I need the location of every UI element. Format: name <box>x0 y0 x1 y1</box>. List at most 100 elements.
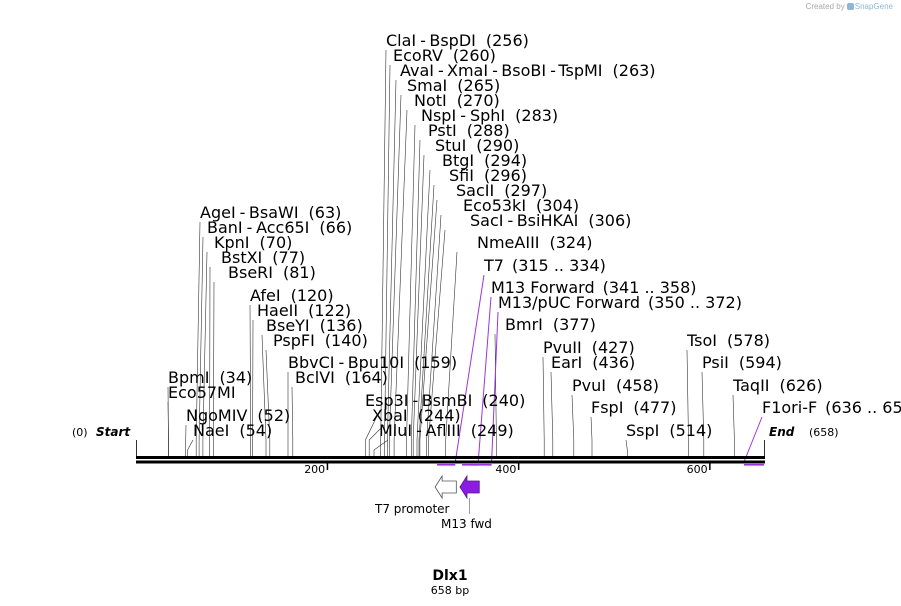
enzyme-label-psti: PstI (288) <box>428 121 510 140</box>
enzyme-site-bclvi: BclVI (164) <box>295 368 388 387</box>
enzyme-label-fspi: FspI (477) <box>591 398 676 417</box>
primer-m13-forward: M13 Forward (341 .. 358) <box>491 278 697 297</box>
enzyme-cut-position: (296) <box>484 166 527 185</box>
start-marker <box>136 440 137 456</box>
enzyme-label-smai: SmaI (265) <box>407 76 500 95</box>
enzyme-site-eari: EarI (436) <box>551 353 635 372</box>
enzyme-site-sspi: SspI (514) <box>626 421 712 440</box>
primer-range: (315 .. 334) <box>512 256 606 275</box>
enzyme-name: PvuII <box>543 338 582 357</box>
enzyme-leader-line <box>202 251 208 456</box>
enzyme-cut-position: (436) <box>592 353 635 372</box>
enzyme-leader-line <box>419 199 438 456</box>
enzyme-cut-position: (63) <box>309 203 342 222</box>
credit-brand: SnapGene <box>854 2 893 11</box>
enzyme-cut-position: (249) <box>471 421 514 440</box>
enzyme-separator: - <box>460 106 466 125</box>
enzyme-cut-position: (427) <box>592 338 635 357</box>
enzyme-name: BclVI <box>295 368 335 387</box>
enzyme-label-haeii: HaeII (122) <box>257 301 351 320</box>
ruler-tick-mark <box>517 463 520 470</box>
enzyme-label-afei: AfeI (120) <box>250 286 334 305</box>
enzyme-label-clai: ClaI - BspDI (256) <box>386 31 529 50</box>
enzyme-cut-position: (140) <box>325 331 368 350</box>
enzyme-site-stui: StuI (290) <box>435 136 519 155</box>
enzyme-name: XbaI <box>372 406 408 425</box>
enzyme-leader-line <box>428 229 446 456</box>
enzyme-label-ecorv: EcoRV (260) <box>393 46 496 65</box>
primer-name: M13 Forward <box>491 278 595 297</box>
snapgene-credit: Created by SnapGene <box>806 2 893 11</box>
feature-m13-fwd <box>459 474 480 514</box>
enzyme-name: BspDI <box>429 31 476 50</box>
backbone-top-strand <box>136 456 765 459</box>
enzyme-name: SspI <box>626 421 659 440</box>
enzyme-site-psti: PstI (288) <box>428 121 510 140</box>
enzyme-leader-line <box>625 439 628 456</box>
enzyme-leader-line <box>406 124 416 456</box>
enzyme-site-taqii: TaqII (626) <box>732 376 823 395</box>
enzyme-separator: - <box>416 421 421 440</box>
enzyme-name: BseYI <box>266 316 310 335</box>
ruler-tick-label: 600 <box>687 463 708 476</box>
enzyme-label-bpmi: BpmI (34) <box>168 368 252 387</box>
enzyme-cut-position: (260) <box>453 46 496 65</box>
enzyme-leader-line <box>571 394 575 456</box>
enzyme-name: BseRI <box>228 263 273 282</box>
enzyme-site-bmri: BmrI (377) <box>505 315 596 334</box>
primer-bar-m13-puc-forward <box>470 464 492 466</box>
enzyme-leader-line <box>686 349 689 456</box>
primer-range: (341 .. 358) <box>603 278 697 297</box>
enzyme-label-naei: NaeI (54) <box>193 421 272 440</box>
enzyme-cut-position: (324) <box>550 233 593 252</box>
enzyme-label-xbai: XbaI (244) <box>372 406 461 425</box>
enzyme-label-pvuii: PvuII (427) <box>543 338 635 357</box>
enzyme-label-sspi: SspI (514) <box>626 421 712 440</box>
enzyme-label-agei: AgeI - BsaWI (63) <box>200 203 341 222</box>
enzyme-label-bbvci: BbvCI - Bpu10I (159) <box>288 353 457 372</box>
enzyme-cut-position: (477) <box>633 398 676 417</box>
enzyme-cut-position: (159) <box>414 353 457 372</box>
enzyme-name: Acc65I <box>256 218 309 237</box>
primer-leader-line <box>454 274 485 463</box>
enzyme-label-nspi: NspI - SphI (283) <box>421 106 558 125</box>
enzyme-label-bseyi: BseYI (136) <box>266 316 363 335</box>
primer-range: (350 .. 372) <box>648 293 742 312</box>
enzyme-site-btgi: BtgI (294) <box>442 151 527 170</box>
enzyme-name: HaeII <box>257 301 298 320</box>
enzyme-name: BsmBI <box>422 391 473 410</box>
enzyme-site-nspi: NspI - SphI (283) <box>421 106 558 125</box>
enzyme-name: MluI <box>379 421 412 440</box>
enzyme-label-sacii: SacII (297) <box>456 181 547 200</box>
enzyme-leader-line <box>410 139 421 456</box>
enzyme-cut-position: (514) <box>669 421 712 440</box>
primer-label: T7 (315 .. 334) <box>483 256 606 275</box>
enzyme-label-kpni: KpnI (70) <box>214 233 292 252</box>
primer-bar-f1ori-f <box>744 464 765 466</box>
enzyme-leader-line <box>388 94 402 456</box>
enzyme-site-avai: AvaI - XmaI - BsoBI - TspMI (263) <box>400 61 656 80</box>
enzyme-name: SacII <box>456 181 494 200</box>
enzyme-name: TspMI <box>557 61 602 80</box>
enzyme-name: EcoRV <box>393 46 443 65</box>
enzyme-site-haeii: HaeII (122) <box>257 301 351 320</box>
enzyme-cut-position: (164) <box>345 368 388 387</box>
enzyme-separator: - <box>550 61 555 80</box>
enzyme-name: PvuI <box>572 376 606 395</box>
enzyme-site-bpmi: BpmI (34) <box>168 368 252 387</box>
primer-name: T7 <box>483 256 504 275</box>
enzyme-cut-position: (81) <box>283 263 316 282</box>
enzyme-cut-position: (304) <box>536 196 579 215</box>
feature-arrow-shape <box>434 474 457 500</box>
ruler-tick-label: 400 <box>495 463 516 476</box>
enzyme-label-mlui: MluI - AflIII (249) <box>379 421 514 440</box>
enzyme-site-smai: SmaI (265) <box>407 76 500 95</box>
enzyme-cut-position: (578) <box>727 331 770 350</box>
enzyme-leader-line <box>167 401 169 456</box>
enzyme-leader-line <box>590 416 593 456</box>
credit-prefix: Created by <box>805 2 845 11</box>
enzyme-name: BsaWI <box>249 203 299 222</box>
primer-leader-line <box>743 416 763 463</box>
enzyme-leader-line <box>393 109 408 456</box>
feature-label-t7-promoter: T7 promoter <box>374 502 450 516</box>
